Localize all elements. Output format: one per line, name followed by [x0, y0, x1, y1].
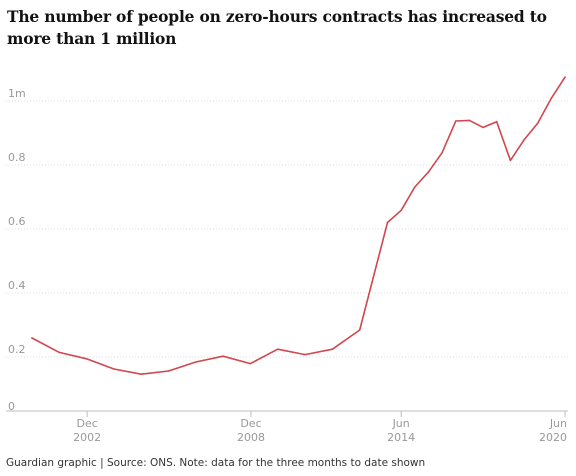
data-point-20 [482, 126, 484, 129]
data-point-22 [509, 159, 512, 162]
x-tick-month-1: Dec [240, 417, 261, 430]
data-point-4 [140, 373, 142, 376]
y-tick-label-0: 0 [8, 400, 15, 413]
data-point-6 [195, 361, 197, 363]
data-point-2 [85, 358, 88, 360]
x-tick-year-0: 2002 [73, 431, 101, 444]
data-point-10 [304, 353, 306, 356]
data-point-17 [441, 151, 443, 154]
data-point-15 [414, 186, 416, 188]
data-point-16 [427, 171, 430, 173]
gridlines [6, 100, 568, 358]
data-point-19 [468, 119, 471, 122]
y-tick-label-2: 0.4 [8, 279, 26, 292]
data-point-11 [331, 348, 334, 351]
data-point-9 [276, 348, 279, 351]
x-tick-month-0: Dec [77, 417, 98, 430]
data-point-8 [249, 362, 252, 365]
source-note: Guardian graphic | Source: ONS. Note: da… [6, 457, 426, 469]
y-tick-label-4: 0.8 [8, 151, 26, 164]
data-point-1 [58, 351, 61, 354]
y-tick-label-1: 0.2 [8, 343, 26, 356]
data-point-3 [113, 368, 115, 370]
data-point-0 [31, 337, 33, 339]
x-tick-year-3: 2020 [539, 431, 567, 444]
data-point-7 [222, 355, 224, 358]
chart-title: The number of people on zero-hours contr… [7, 7, 547, 48]
x-tick-month-2: Jun [392, 417, 410, 430]
data-point-26 [564, 76, 566, 78]
series-line-0 [31, 76, 566, 376]
series-layer [31, 76, 566, 376]
y-tick-label-5: 1m [8, 87, 26, 100]
x-tick-month-3: Jun [549, 417, 567, 430]
data-point-24 [536, 122, 539, 125]
data-point-25 [550, 97, 553, 100]
y-axis-ticks: 0 0.2 0.4 0.6 0.8 1m [8, 87, 26, 413]
data-point-14 [400, 209, 403, 212]
data-point-21 [495, 120, 498, 123]
x-tick-year-1: 2008 [237, 431, 265, 444]
data-point-5 [167, 370, 170, 372]
data-point-13 [386, 221, 389, 224]
data-point-23 [523, 139, 525, 141]
data-point-12 [358, 329, 361, 331]
data-point-18 [455, 120, 457, 122]
x-tick-year-2: 2014 [387, 431, 415, 444]
y-tick-label-3: 0.6 [8, 215, 26, 228]
